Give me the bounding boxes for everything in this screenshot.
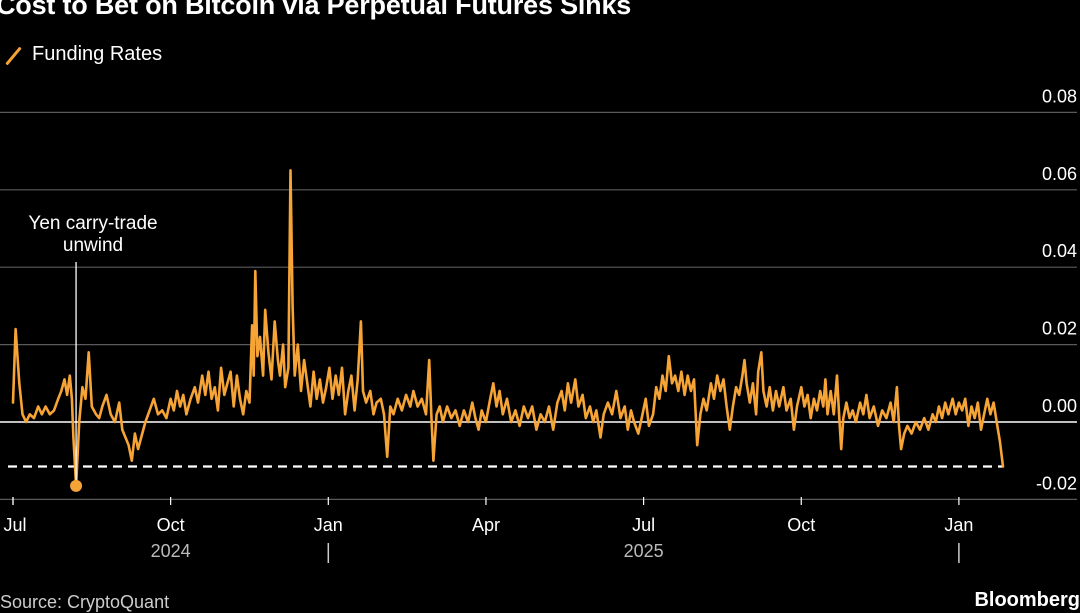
- year-label: 2025: [624, 541, 664, 561]
- x-tick-label: Apr: [472, 515, 500, 535]
- year-label: 2024: [151, 541, 191, 561]
- y-tick-label: 0.00: [1042, 396, 1077, 416]
- y-tick-label: 0.02: [1042, 319, 1077, 339]
- bloomberg-logo: Bloomberg: [974, 589, 1080, 611]
- y-tick-label: 0.06: [1042, 164, 1077, 184]
- annotation-text: unwind: [63, 235, 123, 256]
- x-tick-label: Jan: [944, 515, 973, 535]
- x-tick-label: Oct: [787, 515, 815, 535]
- funding-rate-line: [11, 169, 1005, 488]
- y-tick-label: 0.04: [1042, 241, 1077, 261]
- chart-title: Cost to Bet on Bitcoin via Perpetual Fut…: [0, 0, 632, 20]
- legend: Funding Rates: [4, 43, 162, 66]
- annotation-marker: [70, 479, 83, 492]
- source-note: Source: CryptoQuant: [0, 592, 170, 612]
- legend-label: Funding Rates: [32, 43, 163, 65]
- y-tick-label: 0.08: [1042, 86, 1077, 106]
- annotation-text: Yen carry-trade: [28, 213, 157, 234]
- x-tick-label: Jan: [314, 515, 343, 535]
- y-tick-label: -0.02: [1036, 473, 1077, 493]
- x-tick-label: Oct: [157, 515, 185, 535]
- x-tick-label: Jul: [3, 515, 26, 535]
- x-tick-label: Jul: [632, 515, 655, 535]
